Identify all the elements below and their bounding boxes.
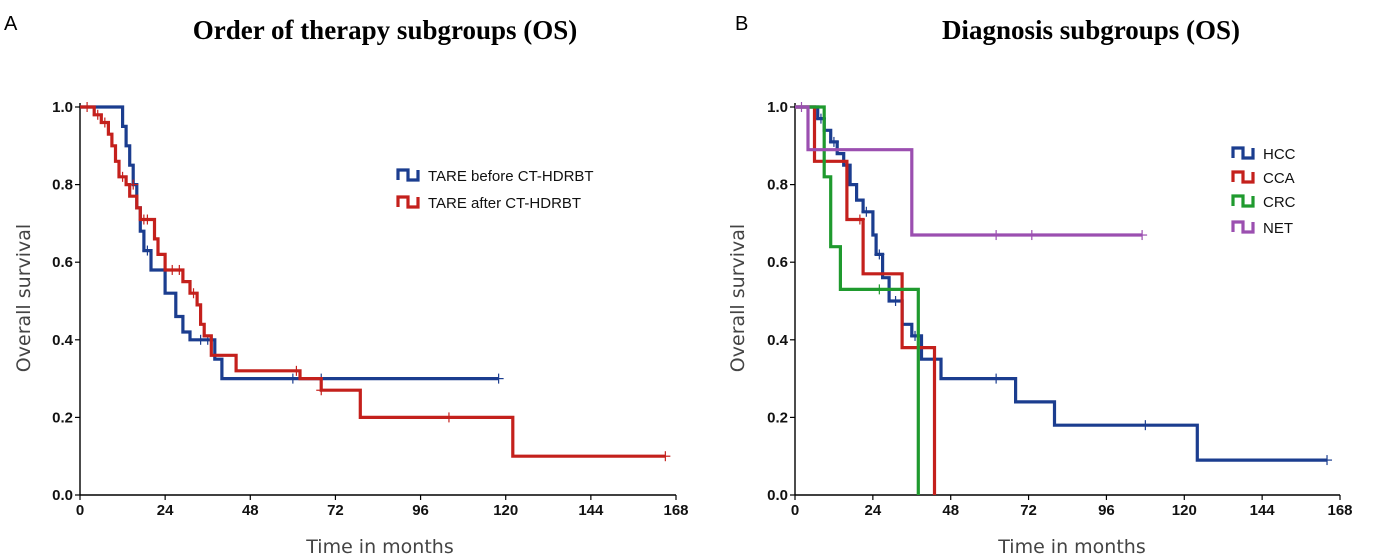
x-tick-label: 24	[157, 502, 174, 519]
panel-b-xlabel: Time in months	[997, 536, 1145, 557]
legend-label-net: NET	[1263, 220, 1293, 237]
y-tick-label: 0.2	[767, 409, 788, 426]
censor-mark-tare-after-ct-hdrbt	[443, 412, 454, 423]
series-line-tare-after-ct-hdrbt	[80, 105, 666, 458]
panel-b-letter: B	[735, 13, 748, 35]
censor-mark-hcc	[828, 136, 839, 147]
y-tick-label: 0.8	[767, 177, 788, 194]
legend-swatch-tare-before	[396, 168, 420, 182]
x-tick-label: 96	[412, 502, 429, 519]
series-line-tare-before-ct-hdrbt	[80, 105, 499, 381]
censor-mark-tare-after-ct-hdrbt	[291, 365, 302, 376]
x-tick-label: 72	[327, 502, 344, 519]
censor-mark-cca	[854, 214, 865, 225]
censor-mark-hcc	[890, 296, 901, 306]
panel-b-title: Diagnosis subgroups (OS)	[942, 15, 1240, 45]
y-tick-label: 1.0	[767, 99, 788, 116]
censor-mark-tare-before-ct-hdrbt	[493, 373, 504, 384]
legend-swatch-cca	[1231, 170, 1255, 184]
panel-b-plot: 0 24 48 72 96 120 144 168 0.0 0.2 0.4 0.6 0.8 1.0	[767, 99, 1352, 519]
x-tick-label: 72	[1020, 502, 1037, 519]
censor-mark-hcc	[991, 373, 1002, 384]
censor-mark-tare-after-ct-hdrbt	[174, 264, 185, 275]
censor-mark-net	[1026, 230, 1037, 241]
censor-mark-tare-after-ct-hdrbt	[142, 214, 153, 225]
censor-mark-hcc	[1140, 420, 1151, 431]
panel-b-legend: HCC CCA CRC NET	[1231, 146, 1296, 237]
panel-a-legend: TARE before CT-HDRBT TARE after CT-HDRBT	[396, 168, 594, 212]
y-tick-label: 0.6	[767, 254, 788, 271]
legend-swatch-net	[1231, 220, 1255, 234]
panel-b: B Diagnosis subgroups (OS) Overall survi…	[727, 13, 1353, 557]
censor-mark-tare-before-ct-hdrbt	[287, 373, 298, 384]
censor-mark-tare-after-ct-hdrbt	[188, 288, 199, 299]
censor-mark-tare-after-ct-hdrbt	[128, 179, 139, 190]
x-tick-label: 120	[493, 502, 518, 519]
x-tick-label: 0	[791, 502, 799, 519]
censor-mark-tare-after-ct-hdrbt	[117, 171, 128, 182]
censor-mark-tare-after-ct-hdrbt	[660, 451, 671, 462]
panel-a: A Order of therapy subgroups (OS) Overal…	[4, 13, 689, 557]
legend-swatch-hcc	[1231, 146, 1255, 160]
censor-mark-tare-after-ct-hdrbt	[99, 117, 110, 128]
censor-mark-hcc	[861, 206, 872, 217]
censor-mark-crc	[874, 284, 885, 295]
series-line-crc	[795, 105, 920, 495]
x-tick-label: 24	[865, 502, 882, 519]
x-tick-label: 48	[942, 502, 959, 519]
legend-swatch-tare-after	[396, 195, 420, 209]
x-tick-label: 168	[1327, 502, 1352, 519]
y-tick-label: 0.0	[52, 487, 73, 504]
legend-label-tare-after: TARE after CT-HDRBT	[428, 195, 581, 212]
censor-mark-tare-after-ct-hdrbt	[82, 102, 93, 112]
x-tick-label: 144	[1250, 502, 1276, 519]
legend-label-hcc: HCC	[1263, 146, 1296, 163]
y-tick-label: 0.4	[52, 332, 74, 349]
censor-mark-hcc	[874, 249, 885, 260]
legend-label-tare-before: TARE before CT-HDRBT	[428, 168, 594, 185]
y-tick-label: 0.4	[767, 332, 789, 349]
panel-b-ylabel: Overall survival	[727, 224, 749, 372]
panel-a-title: Order of therapy subgroups (OS)	[193, 15, 578, 45]
x-tick-label: 96	[1098, 502, 1115, 519]
panel-a-xlabel: Time in months	[305, 536, 453, 557]
censor-mark-hcc	[1322, 455, 1333, 466]
series-line-hcc	[795, 105, 1327, 462]
censor-mark-tare-after-ct-hdrbt	[316, 385, 327, 396]
legend-label-cca: CCA	[1263, 170, 1295, 187]
panel-a-letter: A	[4, 13, 18, 35]
censor-mark-tare-before-ct-hdrbt	[142, 245, 153, 256]
x-tick-label: 120	[1172, 502, 1197, 519]
x-tick-label: 144	[578, 502, 604, 519]
legend-swatch-crc	[1231, 194, 1255, 208]
y-tick-label: 0.6	[52, 254, 73, 271]
x-tick-label: 168	[663, 502, 688, 519]
y-tick-label: 1.0	[52, 99, 73, 116]
series-line-cca	[795, 105, 937, 495]
x-tick-label: 0	[76, 502, 84, 519]
censor-mark-net	[1137, 230, 1148, 241]
panel-a-ylabel: Overall survival	[13, 224, 35, 372]
censor-mark-tare-after-ct-hdrbt	[92, 109, 103, 120]
legend-label-crc: CRC	[1263, 194, 1296, 211]
y-tick-label: 0.8	[52, 177, 73, 194]
x-tick-label: 48	[242, 502, 259, 519]
panel-a-plot: 0 24 48 72 96 120 144 168 0.0 0.2 0.4 0.6 0.8 1.0	[52, 99, 688, 519]
censor-mark-net	[796, 102, 807, 112]
y-tick-label: 0.0	[767, 487, 788, 504]
censor-mark-net	[991, 230, 1002, 241]
y-tick-label: 0.2	[52, 409, 73, 426]
